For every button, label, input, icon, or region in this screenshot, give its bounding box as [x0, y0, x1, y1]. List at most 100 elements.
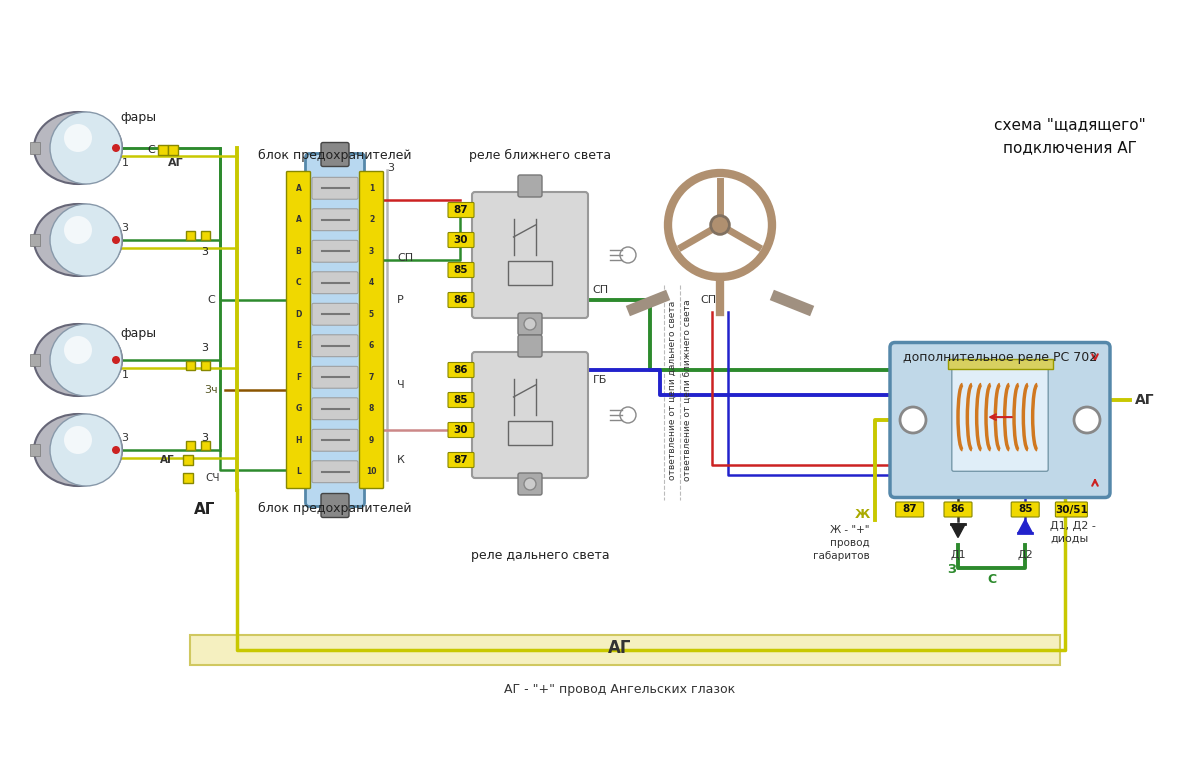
Text: 8: 8	[368, 404, 374, 413]
Text: 1: 1	[121, 158, 128, 168]
Text: 1: 1	[121, 370, 128, 380]
FancyBboxPatch shape	[312, 398, 358, 420]
Text: L: L	[296, 467, 301, 477]
Ellipse shape	[34, 414, 122, 486]
Text: ГБ: ГБ	[593, 375, 607, 385]
Text: 3ч: 3ч	[204, 385, 218, 395]
Text: СП: СП	[700, 295, 716, 305]
Text: 86: 86	[454, 295, 468, 305]
Bar	[30, 444, 40, 456]
Ellipse shape	[34, 324, 122, 396]
Text: габаритов: габаритов	[814, 551, 870, 561]
Text: диоды: диоды	[1050, 534, 1088, 544]
FancyBboxPatch shape	[1012, 502, 1039, 517]
Text: фары: фары	[120, 327, 156, 339]
Text: D: D	[295, 310, 301, 319]
FancyBboxPatch shape	[448, 263, 474, 278]
FancyBboxPatch shape	[448, 363, 474, 378]
FancyBboxPatch shape	[448, 452, 474, 467]
Text: ответвление от цепи дальнего света: ответвление от цепи дальнего света	[667, 300, 677, 480]
Text: A: A	[295, 184, 301, 193]
Text: 7: 7	[368, 373, 374, 381]
Text: СП: СП	[592, 285, 608, 295]
Text: 85: 85	[1018, 505, 1032, 515]
Text: Ч: Ч	[397, 380, 404, 390]
Text: 3: 3	[202, 433, 209, 443]
Bar	[186, 231, 194, 239]
Text: ответвление от цепи ближнего света: ответвление от цепи ближнего света	[684, 300, 692, 480]
FancyBboxPatch shape	[518, 335, 542, 357]
FancyBboxPatch shape	[322, 143, 349, 166]
Circle shape	[50, 324, 122, 396]
Text: F: F	[296, 373, 301, 381]
Circle shape	[900, 407, 926, 433]
FancyBboxPatch shape	[448, 423, 474, 438]
Text: С: С	[988, 573, 996, 586]
FancyBboxPatch shape	[448, 203, 474, 218]
Text: G: G	[295, 404, 301, 413]
Text: Д1, Д2 -: Д1, Д2 -	[1050, 520, 1096, 530]
Bar	[948, 359, 1052, 369]
FancyBboxPatch shape	[312, 367, 358, 388]
Text: дополнительное реле РС 702: дополнительное реле РС 702	[902, 352, 1097, 364]
FancyBboxPatch shape	[890, 342, 1110, 498]
Text: A: A	[295, 215, 301, 225]
Text: фары: фары	[120, 112, 156, 125]
FancyBboxPatch shape	[306, 154, 365, 506]
FancyBboxPatch shape	[448, 392, 474, 407]
Text: АГ: АГ	[1135, 393, 1154, 407]
Text: 5: 5	[368, 310, 374, 319]
Circle shape	[524, 478, 536, 490]
FancyBboxPatch shape	[287, 172, 311, 488]
Text: реле ближнего света: реле ближнего света	[469, 148, 611, 161]
Circle shape	[50, 414, 122, 486]
Bar	[200, 360, 210, 370]
Text: К: К	[397, 455, 404, 465]
Text: 87: 87	[454, 205, 468, 215]
Circle shape	[112, 356, 120, 364]
FancyBboxPatch shape	[312, 271, 358, 294]
Text: 87: 87	[902, 505, 917, 515]
Bar	[508, 261, 552, 285]
Text: Ж - "+": Ж - "+"	[830, 525, 870, 535]
Text: блок предохранителей: блок предохранителей	[258, 148, 412, 161]
FancyBboxPatch shape	[952, 363, 1049, 471]
Text: Р: Р	[397, 295, 403, 305]
Text: АГ: АГ	[168, 158, 184, 168]
Text: E: E	[296, 342, 301, 350]
Text: 2: 2	[368, 215, 374, 225]
Bar	[200, 231, 210, 239]
FancyBboxPatch shape	[518, 175, 542, 197]
Ellipse shape	[34, 112, 122, 184]
Circle shape	[64, 216, 92, 244]
Text: 4: 4	[368, 278, 374, 287]
Text: 6: 6	[368, 342, 374, 350]
Text: АГ: АГ	[608, 639, 631, 657]
Text: блок предохранителей: блок предохранителей	[258, 502, 412, 515]
FancyBboxPatch shape	[448, 232, 474, 247]
Circle shape	[710, 215, 730, 234]
Text: АГ - "+" провод Ангельских глазок: АГ - "+" провод Ангельских глазок	[504, 683, 736, 697]
FancyBboxPatch shape	[518, 473, 542, 495]
Text: 1: 1	[368, 184, 374, 193]
Text: 3: 3	[386, 163, 394, 173]
Text: 3: 3	[202, 247, 209, 257]
Text: 85: 85	[454, 265, 468, 275]
Text: B: B	[295, 246, 301, 256]
Text: 30/51: 30/51	[1055, 505, 1087, 515]
Text: АГ: АГ	[161, 455, 175, 465]
Bar	[182, 473, 193, 483]
Text: 85: 85	[454, 395, 468, 405]
Text: подключения АГ: подключения АГ	[1003, 140, 1136, 155]
FancyBboxPatch shape	[944, 502, 972, 517]
Text: Д2: Д2	[1018, 549, 1033, 559]
Bar	[508, 421, 552, 445]
Circle shape	[64, 336, 92, 364]
Bar	[186, 360, 194, 370]
FancyBboxPatch shape	[312, 240, 358, 262]
Circle shape	[50, 204, 122, 276]
Polygon shape	[950, 524, 965, 537]
Circle shape	[50, 112, 122, 184]
Text: 3: 3	[368, 246, 374, 256]
Bar	[30, 142, 40, 154]
